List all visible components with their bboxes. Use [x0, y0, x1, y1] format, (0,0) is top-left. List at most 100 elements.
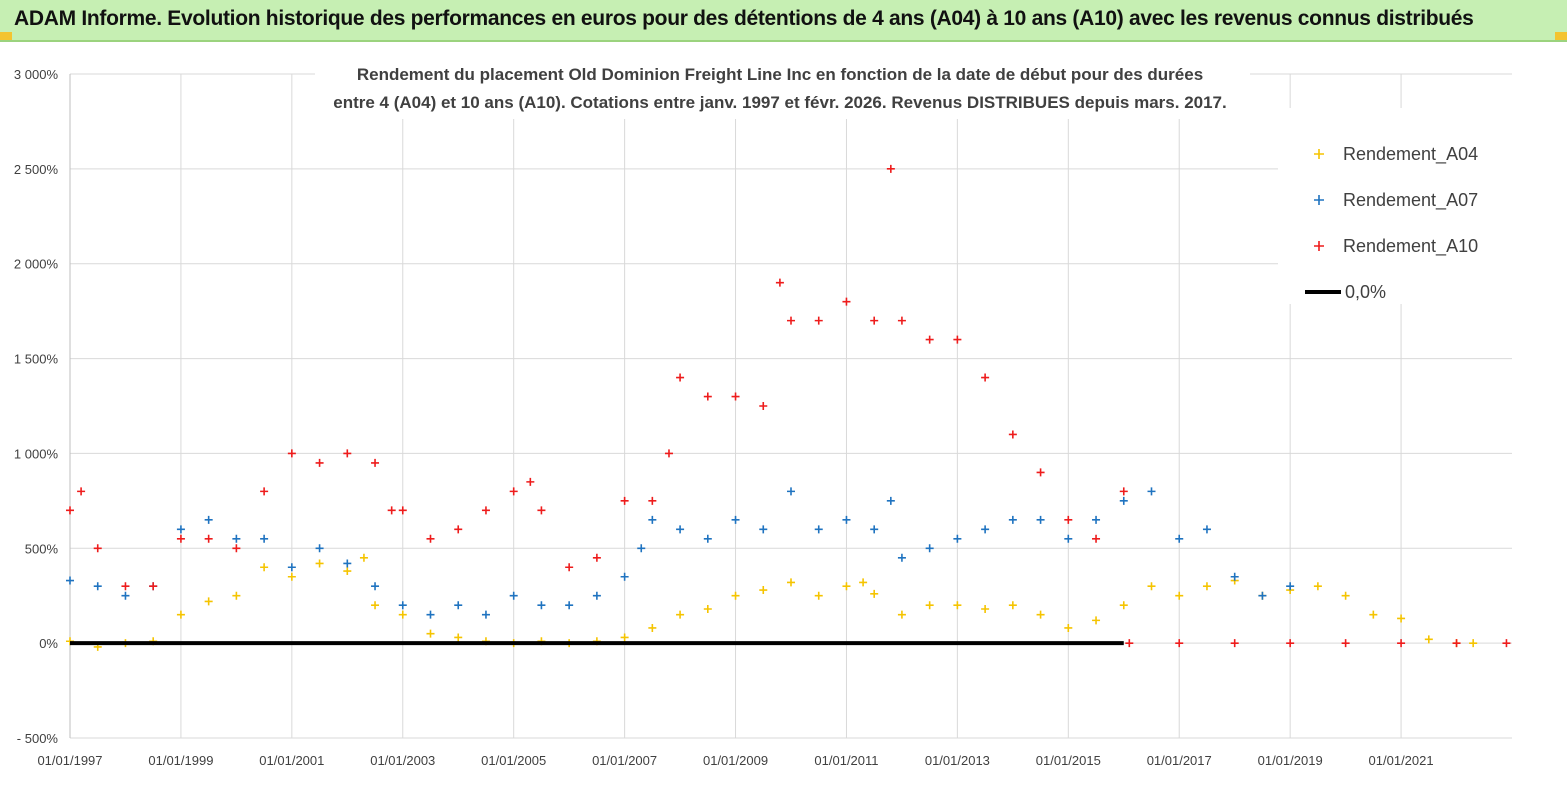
data-point: Rendement_A10: 2018, 0 — [1230, 639, 1239, 648]
data-point: Rendement_A10: 2016.1, 0 — [1125, 639, 1134, 648]
legend-background — [1278, 108, 1512, 304]
data-point: Rendement_A07: 2012.5, 500 — [925, 544, 934, 553]
data-point: Rendement_A10: 2020, 0 — [1341, 639, 1350, 648]
y-tick-label: 2 500% — [14, 162, 59, 177]
data-point: Rendement_A07: 2017.5, 600 — [1202, 525, 1211, 534]
data-point: Rendement_A04: 2003, 150 — [398, 610, 407, 619]
data-point: Rendement_A10: 2005, 800 — [509, 487, 518, 496]
data-point: Rendement_A10: 2010, 1700 — [787, 316, 795, 325]
data-point: Rendement_A07: 2018.5, 250 — [1258, 591, 1267, 600]
data-point: Rendement_A10: 2003, 700 — [398, 506, 407, 515]
y-tick-label: - 500% — [17, 731, 59, 746]
data-point: Rendement_A04: 2014.5, 150 — [1036, 610, 1045, 619]
data-point: Rendement_A04: 2001.5, 420 — [315, 559, 324, 568]
data-point: Rendement_A04: 2007.5, 80 — [648, 623, 657, 632]
data-point: Rendement_A07: 2011.8, 750 — [886, 496, 895, 505]
data-point: Rendement_A04: 2013, 200 — [953, 601, 962, 610]
y-tick-label: 1 500% — [14, 352, 59, 367]
data-point: Rendement_A04: 2009, 250 — [731, 591, 740, 600]
data-point: Rendement_A04: 2013.5, 180 — [981, 604, 990, 613]
data-point: Rendement_A07: 2008, 600 — [676, 525, 685, 534]
data-point: Rendement_A07: 2014, 650 — [1008, 515, 1017, 524]
data-point: Rendement_A07: 2001.5, 500 — [315, 544, 324, 553]
data-point: Rendement_A04: 2015, 80 — [1064, 623, 1073, 632]
data-point: Rendement_A07: 2009.5, 600 — [759, 525, 768, 534]
data-point: Rendement_A07: 2009, 650 — [731, 515, 740, 524]
x-tick-label: 01/01/2017 — [1147, 753, 1212, 768]
data-point: Rendement_A10: 2015, 650 — [1064, 515, 1073, 524]
data-point: Rendement_A10: 2009, 1300 — [731, 392, 740, 401]
series-rendement-a07: Rendement_A07: 1997, 330 Rendement_A07: 1… — [66, 487, 1295, 619]
data-point: Rendement_A10: 2009.8, 1900 — [775, 278, 784, 287]
data-point: Rendement_A07: 2002, 420 — [343, 559, 352, 568]
data-point: Rendement_A04: 2011.3, 320 — [859, 578, 868, 587]
data-point: Rendement_A04: 2016, 200 — [1119, 601, 1128, 610]
data-point: Rendement_A07: 2006, 200 — [565, 601, 574, 610]
data-point: Rendement_A04: 2011.5, 260 — [870, 589, 879, 598]
data-point: Rendement_A10: 1998, 300 — [121, 582, 130, 591]
data-point: Rendement_A10: 2022, 0 — [1452, 639, 1461, 648]
legend-label: 0,0% — [1345, 282, 1386, 302]
data-point: Rendement_A07: 2018, 350 — [1230, 572, 1239, 581]
legend-swatch — [1314, 241, 1324, 251]
data-point: Rendement_A04: 2008.5, 180 — [703, 604, 712, 613]
header-banner: ADAM Informe. Evolution historique des p… — [0, 0, 1567, 42]
x-tick-label: 01/01/2015 — [1036, 753, 1101, 768]
data-point: Rendement_A07: 2003.5, 150 — [426, 610, 435, 619]
data-point: Rendement_A04: 2016.5, 300 — [1147, 582, 1156, 591]
data-point: Rendement_A10: 2015.5, 550 — [1092, 534, 1101, 543]
data-point: Rendement_A07: 2007.5, 650 — [648, 515, 657, 524]
data-point: Rendement_A04: 2014, 200 — [1008, 601, 1017, 610]
data-point: Rendement_A10: 2012.5, 1600 — [925, 335, 934, 344]
data-point: Rendement_A07: 2010, 800 — [787, 487, 795, 496]
data-point: Rendement_A07: 2004.5, 150 — [481, 610, 490, 619]
data-point: Rendement_A04: 2008, 150 — [676, 610, 685, 619]
x-tick-label: 01/01/2001 — [259, 753, 324, 768]
corner-marker — [0, 32, 12, 40]
data-point: Rendement_A04: 2011, 300 — [842, 582, 851, 591]
data-point: Rendement_A04: 2009.5, 280 — [759, 586, 768, 595]
data-point: Rendement_A07: 1999.5, 650 — [204, 515, 213, 524]
data-point: Rendement_A07: 2016.5, 800 — [1147, 487, 1156, 496]
data-point: Rendement_A04: 2021, 130 — [1397, 614, 1406, 623]
data-point: Rendement_A10: 2005.3, 850 — [526, 477, 535, 486]
x-tick-label: 01/01/2013 — [925, 753, 990, 768]
data-point: Rendement_A10: 2007.5, 750 — [648, 496, 657, 505]
data-point: Rendement_A10: 2010.5, 1700 — [814, 316, 823, 325]
data-point: Rendement_A04: 2001, 350 — [287, 572, 296, 581]
data-point: Rendement_A07: 2005.5, 200 — [537, 601, 546, 610]
data-point: Rendement_A10: 2006.5, 450 — [592, 553, 601, 562]
data-point: Rendement_A07: 2015.5, 650 — [1092, 515, 1101, 524]
data-point: Rendement_A04: 1999.5, 220 — [204, 597, 213, 606]
data-point: Rendement_A07: 1999, 600 — [176, 525, 185, 534]
data-point: Rendement_A10: 2013.5, 1400 — [981, 373, 990, 382]
data-point: Rendement_A04: 2010, 320 — [787, 578, 795, 587]
data-point: Rendement_A10: 2001.5, 950 — [315, 458, 324, 467]
series-rendement-a10: Rendement_A10: 1997, 700 Rendement_A10: 1… — [66, 164, 1511, 648]
data-point: Rendement_A10: 2002.5, 950 — [371, 458, 380, 467]
data-point: Rendement_A04: 2002.3, 450 — [359, 553, 368, 562]
x-tick-label: 01/01/2019 — [1258, 753, 1323, 768]
chart-title: Rendement du placement Old Dominion Frei… — [315, 59, 1250, 119]
data-point: Rendement_A07: 2004, 200 — [454, 601, 463, 610]
x-tick-label: 01/01/2007 — [592, 753, 657, 768]
data-point: Rendement_A04: 2002.5, 200 — [371, 601, 380, 610]
data-point: Rendement_A10: 2009.5, 1250 — [759, 402, 768, 410]
data-point: Rendement_A04: 2007, 30 — [620, 633, 629, 642]
data-point: Rendement_A10: 2011, 1800 — [842, 297, 851, 306]
data-point: Rendement_A10: 2007, 750 — [620, 496, 629, 505]
data-point: Rendement_A10: 1998.5, 300 — [149, 582, 158, 591]
data-point: Rendement_A07: 2001, 400 — [287, 563, 296, 572]
data-point: Rendement_A10: 1997.2, 800 — [77, 487, 86, 496]
data-point: Rendement_A10: 2011.5, 1700 — [870, 316, 879, 325]
data-point: Rendement_A10: 2002.8, 700 — [387, 506, 396, 515]
y-tick-label: 3 000% — [14, 67, 59, 82]
